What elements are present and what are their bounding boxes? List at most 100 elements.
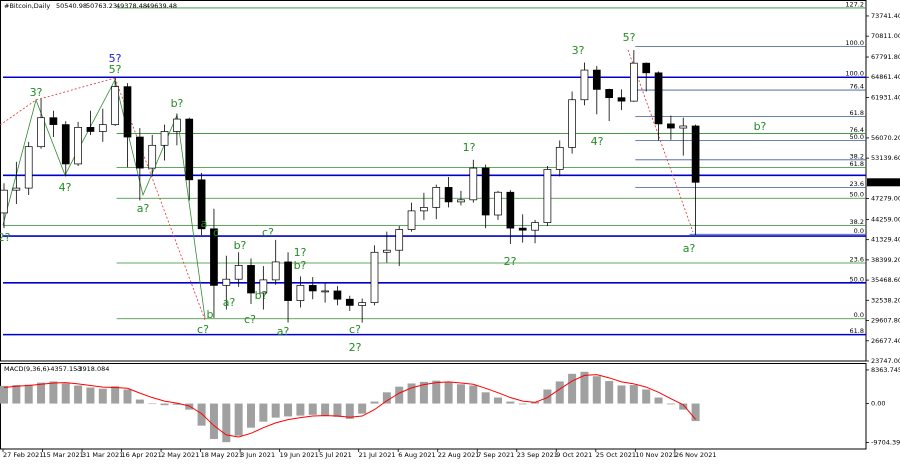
candle-body bbox=[321, 290, 329, 293]
x-tick-label: 16 Apr 2021 bbox=[122, 451, 162, 459]
y-tick-label: 47279.00 bbox=[871, 195, 900, 203]
level-label: 0.0 bbox=[854, 311, 864, 319]
macd-bar bbox=[222, 403, 231, 443]
macd-bar bbox=[37, 382, 46, 404]
x-tick-label: 25 Oct 2021 bbox=[596, 451, 636, 459]
y-tick-label: 41329.40 bbox=[871, 236, 900, 244]
candle-body bbox=[432, 187, 441, 208]
candle-body bbox=[543, 169, 552, 223]
wave-label: b? bbox=[754, 120, 767, 133]
y-tick-label: 29607.80 bbox=[871, 317, 900, 325]
x-tick-label: 6 Aug 2021 bbox=[398, 451, 436, 459]
macd-bar bbox=[197, 403, 206, 426]
wave-label: a bbox=[201, 217, 208, 230]
candle-body bbox=[444, 187, 453, 203]
macd-bar bbox=[469, 385, 478, 404]
wave-label: 1? bbox=[463, 141, 476, 154]
x-tick-label: 19 Jun 2021 bbox=[280, 451, 319, 459]
level-label: 76.4 bbox=[850, 126, 864, 134]
candle-body bbox=[629, 62, 638, 102]
macd-bar bbox=[61, 383, 70, 404]
header-close: 49639.48 bbox=[146, 2, 177, 10]
candle-body bbox=[642, 62, 651, 74]
x-tick-label: 23 Sep 2021 bbox=[517, 451, 558, 459]
wave-label: c? bbox=[262, 226, 274, 239]
macd-bar bbox=[12, 385, 21, 404]
macd-signal bbox=[3, 374, 696, 438]
macd-bar bbox=[98, 388, 107, 404]
macd-bar bbox=[123, 389, 132, 404]
candle-body bbox=[222, 278, 231, 286]
wave-label: c bbox=[213, 226, 219, 239]
candle-body bbox=[136, 136, 144, 169]
level-label: 100.0 bbox=[845, 70, 864, 78]
macd-bar bbox=[0, 385, 8, 404]
macd-bar bbox=[308, 403, 317, 415]
macd-bar bbox=[506, 401, 515, 404]
candle-body bbox=[111, 86, 120, 125]
level-label: 100.0 bbox=[845, 39, 864, 47]
candle-body bbox=[296, 285, 305, 301]
main-pane bbox=[0, 0, 867, 362]
macd-bar bbox=[642, 389, 651, 404]
x-tick-label: 22 Aug 2021 bbox=[438, 451, 480, 459]
wave-label: b? bbox=[294, 259, 307, 272]
macd-bar bbox=[617, 385, 626, 404]
wave-label: b? bbox=[234, 239, 247, 252]
macd-bar bbox=[605, 381, 614, 404]
header-high: 50763.23 bbox=[86, 2, 117, 10]
macd-bar bbox=[407, 383, 416, 404]
candle-body bbox=[123, 86, 132, 138]
x-tick-label: 2 May 2021 bbox=[161, 451, 199, 459]
candle-body bbox=[667, 123, 675, 129]
macd-bar bbox=[247, 403, 255, 428]
macd-bar bbox=[111, 386, 120, 404]
x-tick-label: 5 Jul 2021 bbox=[319, 451, 352, 459]
macd-signal-value: -3918.084 bbox=[76, 365, 109, 373]
x-tick-label: 7 Sep 2021 bbox=[477, 451, 514, 459]
candle-body bbox=[173, 118, 181, 132]
macd-bar bbox=[234, 403, 243, 436]
wave-label: a? bbox=[223, 296, 236, 309]
candle-body bbox=[494, 191, 502, 216]
macd-pane bbox=[0, 363, 867, 450]
macd-bar bbox=[518, 403, 527, 405]
macd-bar bbox=[358, 403, 367, 414]
y-tick-label: 70811.00 bbox=[871, 32, 900, 40]
candle-body bbox=[469, 167, 478, 201]
wave-label: a? bbox=[137, 202, 150, 215]
candle-body bbox=[568, 99, 576, 148]
y-tick-label: 64861.40 bbox=[871, 73, 900, 81]
candle-body bbox=[506, 191, 515, 229]
level-label: 61.8 bbox=[850, 160, 864, 168]
x-tick-label: 26 Nov 2021 bbox=[675, 451, 717, 459]
x-tick-label: 18 May 2021 bbox=[201, 451, 243, 459]
macd-bar bbox=[481, 392, 490, 404]
wave-label: b? bbox=[171, 97, 184, 110]
x-tick-label: 27 Feb 2021 bbox=[3, 451, 43, 459]
candle-body bbox=[271, 261, 280, 281]
current-price: 49639.48 bbox=[869, 178, 900, 186]
x-tick-label: 10 Nov 2021 bbox=[635, 451, 677, 459]
candle-body bbox=[580, 69, 589, 101]
trend-line bbox=[627, 49, 694, 233]
level-label: 61.8 bbox=[850, 327, 864, 335]
candle-body bbox=[284, 261, 292, 301]
macd-bar bbox=[444, 381, 453, 404]
macd-bar bbox=[209, 403, 218, 439]
candle-body bbox=[605, 89, 614, 99]
candle-body bbox=[37, 117, 45, 148]
macd-bar bbox=[419, 381, 428, 404]
macd-bar bbox=[456, 384, 465, 404]
wave-label: c? bbox=[349, 323, 361, 336]
level-label: 76.4 bbox=[850, 83, 864, 91]
macd-bar bbox=[691, 403, 700, 422]
candle-body bbox=[420, 207, 428, 212]
x-tick-label: 15 Mar 2021 bbox=[43, 451, 84, 459]
macd-bar bbox=[86, 387, 95, 404]
candle-body bbox=[185, 118, 194, 181]
candle-body bbox=[358, 302, 366, 306]
level-label: 50.0 bbox=[850, 275, 864, 283]
macd-bar bbox=[679, 403, 688, 410]
